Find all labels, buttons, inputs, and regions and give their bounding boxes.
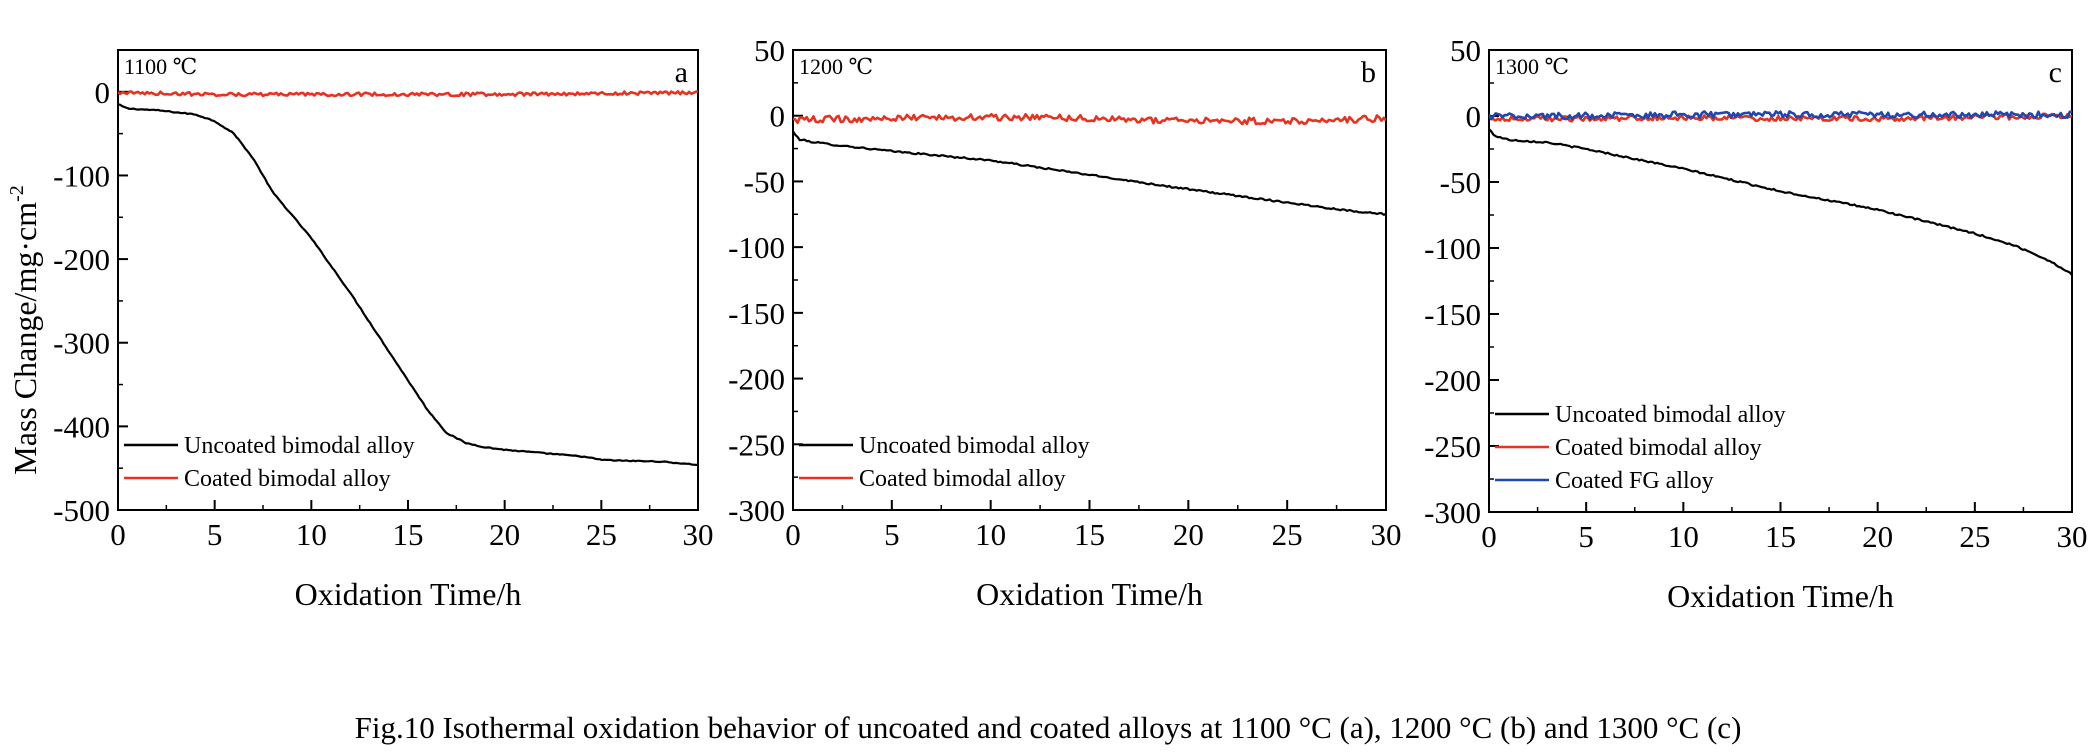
y-tick-label: -50	[744, 164, 785, 199]
x-tick-label: 10	[296, 517, 327, 552]
y-tick-label: -150	[728, 296, 785, 331]
y-tick-label: -200	[1424, 363, 1481, 398]
x-tick-label: 25	[1959, 519, 1990, 554]
y-tick-label: 50	[1450, 33, 1481, 68]
x-tick-label: 20	[1173, 517, 1204, 552]
y-tick-label: -400	[53, 409, 110, 444]
figure-caption: Fig.10 Isothermal oxidation behavior of …	[354, 710, 1742, 745]
y-axis-title-superscript: -2	[6, 185, 28, 202]
y-tick-label: 0	[1466, 99, 1482, 134]
temperature-label: 1300 ℃	[1495, 54, 1569, 79]
x-axis-title: Oxidation Time/h	[1667, 578, 1894, 614]
x-tick-label: 5	[207, 517, 223, 552]
x-tick-label: 25	[1272, 517, 1303, 552]
y-axis-title: Mass Change/mg·cm-2	[6, 185, 43, 475]
y-tick-label: -300	[728, 493, 785, 528]
panel-letter: c	[2049, 56, 2062, 89]
x-axis-title: Oxidation Time/h	[295, 576, 522, 612]
x-tick-label: 30	[1371, 517, 1402, 552]
y-tick-label: 50	[754, 33, 785, 68]
x-tick-label: 25	[586, 517, 617, 552]
x-tick-label: 30	[683, 517, 714, 552]
series-group	[1489, 110, 2072, 276]
series-group	[118, 89, 698, 466]
x-axis-title: Oxidation Time/h	[976, 576, 1203, 612]
y-tick-label: -250	[1424, 429, 1481, 464]
legend-label: Coated bimodal alloy	[184, 466, 391, 492]
series-line-uncoated	[118, 103, 698, 466]
y-tick-label: -300	[1424, 495, 1481, 530]
x-tick-label: 10	[975, 517, 1006, 552]
x-tick-label: 5	[884, 517, 900, 552]
x-tick-label: 0	[110, 517, 126, 552]
x-tick-label: 0	[785, 517, 801, 552]
panels: 0 5 10 15 20 25 30-500-400-300-200-1000Oxidati…	[53, 33, 2087, 614]
series-line-coated	[118, 89, 698, 98]
chart-panel-a: 0 5 10 15 20 25 30 -500 -400 -300 -200 -100 0 Oxidati…	[53, 49, 714, 612]
y-tick-label: -150	[1424, 297, 1481, 332]
x-tick-label: 20	[1862, 519, 1893, 554]
x-tick-label: 15	[1765, 519, 1796, 554]
x-tick-label: 5	[1578, 519, 1594, 554]
y-tick-label: -300	[53, 326, 110, 361]
y-tick-label: 0	[95, 75, 111, 110]
legend-label: Uncoated bimodal alloy	[859, 433, 1090, 459]
y-tick-label: -100	[53, 158, 110, 193]
legend-label: Coated FG alloy	[1555, 468, 1714, 494]
x-tick-label: 15	[393, 517, 424, 552]
chart-panel-c: 0 5 10 15 20 25 30 -300 -250 -200 -150 -100 -50 0 50 Ox…	[1424, 33, 2087, 614]
y-tick-label: -100	[728, 230, 785, 265]
series-group	[793, 112, 1386, 216]
y-tick-label: -50	[1440, 165, 1481, 200]
x-tick-label: 20	[489, 517, 520, 552]
x-tick-label: 30	[2057, 519, 2088, 554]
panel-letter: a	[675, 56, 688, 89]
y-tick-label: -500	[53, 493, 110, 528]
legend-label: Coated bimodal alloy	[859, 466, 1066, 492]
x-tick-label: 15	[1074, 517, 1105, 552]
series-line-coated	[793, 112, 1386, 126]
series-line-fg	[1489, 110, 2072, 121]
panel-letter: b	[1361, 56, 1376, 89]
series-line-uncoated	[1489, 128, 2072, 276]
legend-label: Coated bimodal alloy	[1555, 435, 1762, 461]
temperature-label: 1100 ℃	[124, 54, 197, 79]
y-tick-label: -200	[53, 242, 110, 277]
x-tick-label: 10	[1668, 519, 1699, 554]
y-tick-label: -100	[1424, 231, 1481, 266]
temperature-label: 1200 ℃	[799, 54, 873, 79]
y-tick-label: -200	[728, 362, 785, 397]
legend-label: Uncoated bimodal alloy	[184, 433, 415, 459]
series-line-uncoated	[793, 130, 1386, 216]
y-tick-label: 0	[770, 99, 786, 134]
y-tick-label: -250	[728, 427, 785, 462]
x-tick-label: 0	[1481, 519, 1497, 554]
legend-label: Uncoated bimodal alloy	[1555, 402, 1786, 428]
chart-panel-b: 0 5 10 15 20 25 30 -300 -250 -200 -150 -100 -50 0 50 Ox…	[728, 33, 1401, 612]
